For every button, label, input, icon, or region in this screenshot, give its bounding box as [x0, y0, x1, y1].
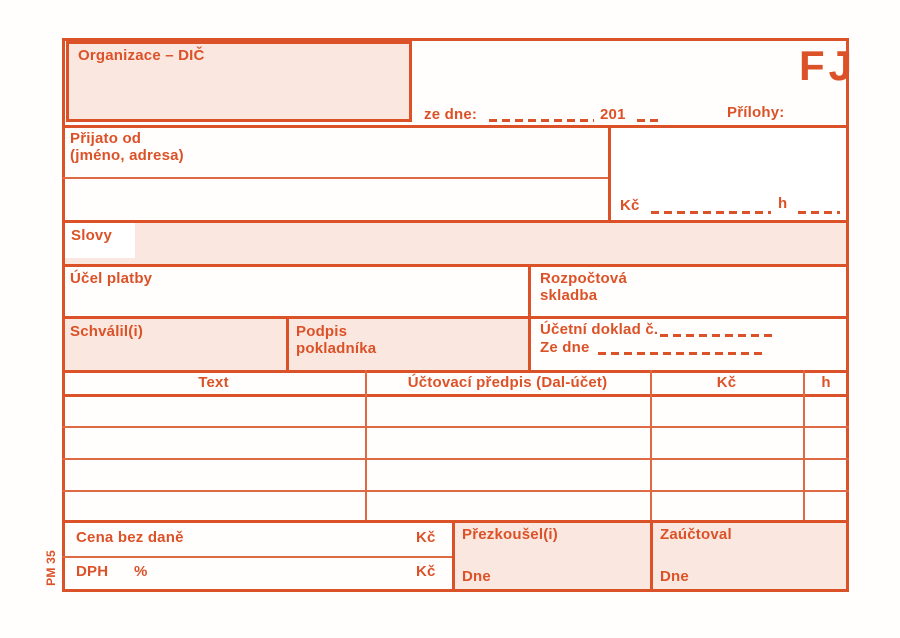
cashier-label-line1: Podpis: [296, 323, 348, 340]
amount-subunit-label: h: [778, 195, 788, 212]
table-header-subunit: h: [821, 374, 831, 391]
date-issued-label: ze dne:: [424, 106, 478, 123]
divider-received-top: [62, 125, 849, 128]
verified-date-label: Dne: [462, 568, 491, 585]
organization-box: [66, 41, 412, 122]
date-dashes: [489, 119, 594, 122]
print-code: PM 35: [44, 550, 58, 586]
form-code: FJ: [799, 42, 857, 89]
doc-number-dashes: [660, 334, 772, 337]
table-row-divider-2: [62, 458, 849, 460]
budget-structure-label-line1: Rozpočtová: [540, 270, 628, 287]
vat-label: DPH: [76, 563, 109, 580]
name-address-writing-line: [62, 177, 609, 179]
received-from-label-line2: (jméno, adresa): [70, 147, 184, 164]
divider-words-top: [62, 220, 849, 223]
in-words-label: Slovy: [71, 227, 113, 244]
table-header-amount: Kč: [716, 374, 737, 391]
amount-currency-label: Kč: [620, 197, 640, 214]
table-col-divider-3: [803, 370, 805, 520]
doc-date-dashes: [598, 352, 766, 355]
divider-words-bottom: [62, 264, 849, 267]
cashier-label-line2: pokladníka: [296, 340, 377, 357]
divider-approval-top: [62, 316, 849, 319]
table-header-entry: Účtovací předpis (Dal-účet): [407, 374, 608, 391]
table-header-text: Text: [198, 374, 229, 391]
approved-by-box: [65, 319, 286, 370]
vat-currency-label: Kč: [416, 563, 436, 580]
amount-dashes: [651, 211, 771, 214]
table-row-divider-3: [62, 490, 849, 492]
divider-cashier-left: [286, 316, 289, 372]
table-row-divider-1: [62, 426, 849, 428]
accounting-doc-date-label: Ze dne: [540, 339, 590, 356]
table-col-divider-2: [650, 370, 652, 520]
words-writing-area: [65, 223, 135, 258]
vat-percent-label: %: [134, 563, 148, 580]
table-col-divider-1: [365, 370, 367, 520]
posted-box: [650, 520, 849, 592]
posted-date-label: Dne: [660, 568, 689, 585]
payment-purpose-label: Účel platby: [70, 270, 153, 287]
year-prefix: 201: [600, 106, 626, 123]
organization-label: Organizace – DIČ: [78, 47, 205, 64]
net-currency-label: Kč: [416, 529, 436, 546]
table-top-border: [62, 370, 849, 373]
table-header-bottom-border: [62, 394, 849, 397]
cashier-signature-box: [289, 319, 528, 370]
verified-box: [452, 520, 653, 592]
accounting-doc-number-label: Účetní doklad č.: [540, 321, 659, 338]
posted-label: Zaúčtoval: [660, 526, 732, 543]
year-dashes: [637, 119, 659, 122]
budget-structure-label-line2: skladba: [540, 287, 598, 304]
received-from-label-line1: Přijato od: [70, 130, 142, 147]
approved-by-label: Schválil(i): [70, 323, 144, 340]
totals-row-divider: [62, 556, 452, 558]
attachments-label: Přílohy:: [727, 104, 785, 121]
verified-label: Přezkoušel(i): [462, 526, 558, 543]
amount-box: [608, 125, 849, 223]
subunit-dashes: [798, 211, 840, 214]
words-row-shading: [65, 223, 846, 264]
net-price-label: Cena bez daně: [76, 529, 184, 546]
